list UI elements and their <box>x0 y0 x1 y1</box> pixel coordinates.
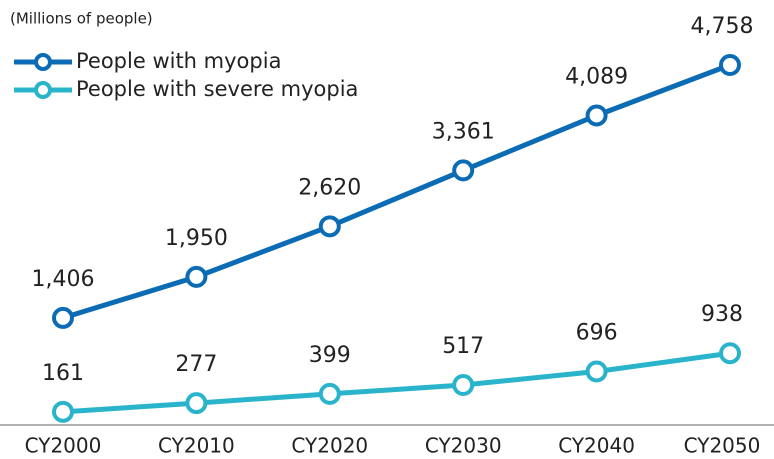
data-label: 4,758 <box>691 14 754 39</box>
point <box>719 342 741 365</box>
data-label: 161 <box>42 361 84 386</box>
series-line <box>62 350 731 415</box>
data-label: 4,089 <box>565 64 628 89</box>
data-label: 517 <box>442 334 484 359</box>
data-label: 3,361 <box>432 119 495 144</box>
data-label: 696 <box>576 320 618 345</box>
legend-marker <box>34 53 52 71</box>
point <box>52 400 74 423</box>
x-tick-label: CY2040 <box>558 434 635 458</box>
x-tick-label: CY2000 <box>25 434 102 458</box>
legend-label: People with severe myopia <box>76 77 358 101</box>
point <box>585 360 608 383</box>
x-tick-label: CY2030 <box>425 434 502 458</box>
point <box>318 215 341 238</box>
series-line <box>62 62 731 321</box>
data-label: 938 <box>701 302 743 327</box>
data-label: 1,950 <box>165 226 228 251</box>
data-label: 277 <box>175 352 217 377</box>
point <box>452 373 475 396</box>
data-label: 399 <box>309 343 351 368</box>
point <box>52 306 74 329</box>
point <box>585 104 608 127</box>
x-tick-label: CY2050 <box>684 434 761 458</box>
point <box>318 382 341 405</box>
x-tick-label: CY2010 <box>158 434 235 458</box>
chart-subtitle: (Millions of people) <box>10 10 153 28</box>
point <box>185 265 208 288</box>
x-tick-label: CY2020 <box>291 434 368 458</box>
data-label: 2,620 <box>298 175 361 200</box>
point <box>719 54 741 76</box>
data-label: 1,406 <box>32 267 95 292</box>
point <box>452 159 475 182</box>
legend-label: People with myopia <box>76 49 281 73</box>
point <box>185 392 208 415</box>
legend-marker <box>34 81 52 99</box>
